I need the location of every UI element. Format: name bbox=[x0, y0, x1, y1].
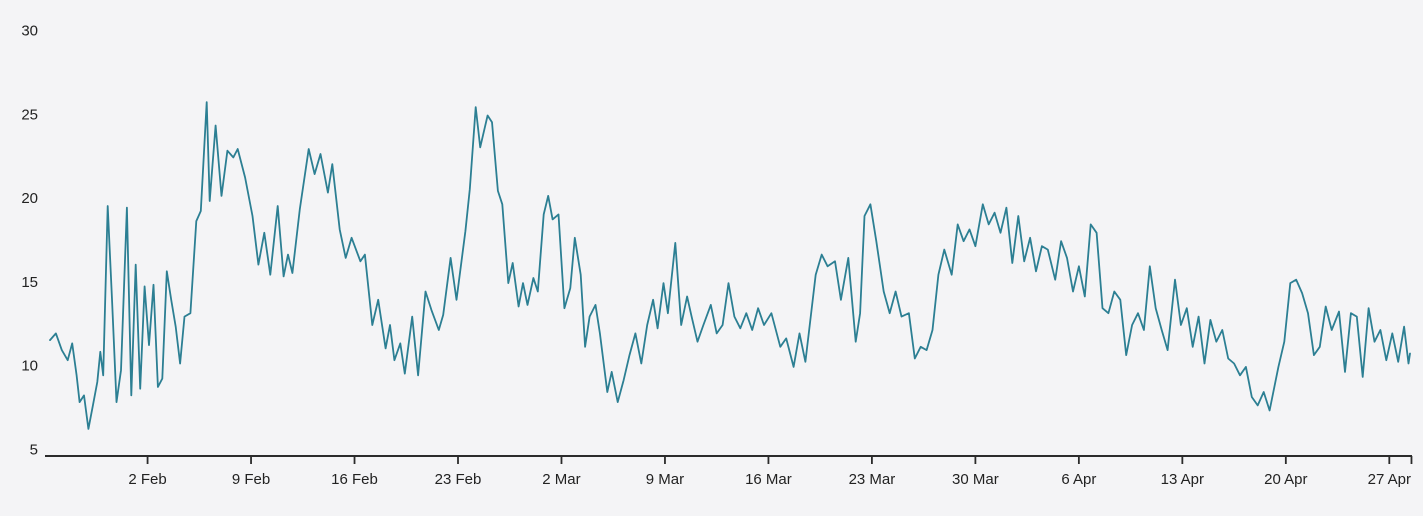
y-axis-label: 20 bbox=[21, 190, 38, 207]
x-axis-label: 6 Apr bbox=[1061, 471, 1096, 488]
x-axis-label: 27 Apr bbox=[1368, 471, 1411, 488]
y-axis-label: 25 bbox=[21, 106, 38, 123]
y-axis-label: 10 bbox=[21, 358, 38, 375]
x-axis-label: 2 Mar bbox=[542, 471, 580, 488]
x-axis-label: 13 Apr bbox=[1161, 471, 1204, 488]
x-axis-label: 23 Feb bbox=[435, 471, 482, 488]
x-axis-label: 16 Feb bbox=[331, 471, 378, 488]
x-axis-label: 30 Mar bbox=[952, 471, 999, 488]
y-axis-label: 15 bbox=[21, 274, 38, 291]
x-axis-label: 23 Mar bbox=[849, 471, 896, 488]
y-axis-label: 30 bbox=[21, 23, 38, 40]
x-axis-label: 9 Feb bbox=[232, 471, 270, 488]
x-axis-label: 9 Mar bbox=[646, 471, 684, 488]
x-axis-label: 2 Feb bbox=[128, 471, 166, 488]
x-axis-label: 16 Mar bbox=[745, 471, 792, 488]
y-axis-label: 5 bbox=[30, 442, 38, 459]
x-axis-label: 20 Apr bbox=[1264, 471, 1307, 488]
chart-line bbox=[49, 101, 1411, 430]
